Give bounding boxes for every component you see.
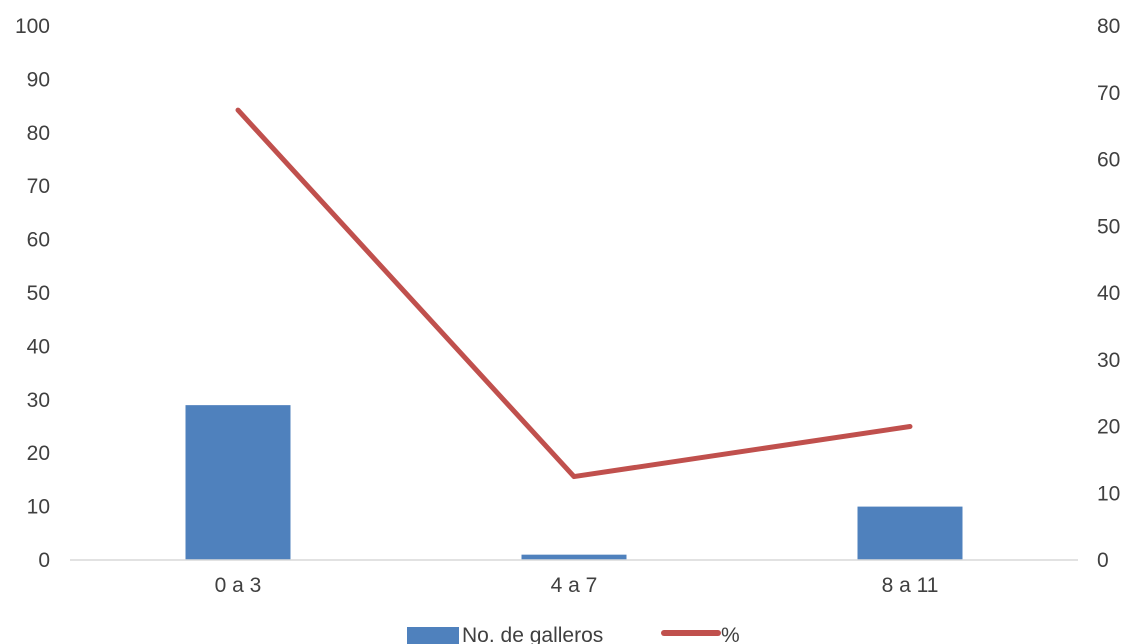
legend-swatch-bar (407, 627, 459, 644)
right-axis-ticks: 0 10 20 30 40 50 60 70 80 (1097, 15, 1120, 572)
bar (857, 506, 963, 560)
left-axis-ticks: 0 10 20 30 40 50 60 70 80 90 100 (15, 15, 50, 572)
left-axis-tick-label: 0 (38, 549, 50, 572)
x-axis-tick-label: 4 a 7 (551, 574, 598, 597)
right-axis-tick-label: 30 (1097, 349, 1120, 372)
legend: No. de galleros % (407, 624, 740, 644)
right-axis-tick-label: 70 (1097, 82, 1120, 105)
bar (521, 554, 627, 560)
left-axis-tick-label: 30 (27, 389, 50, 412)
left-axis-tick-label: 20 (27, 442, 50, 465)
left-axis-tick-label: 60 (27, 229, 50, 252)
left-axis-tick-label: 90 (27, 68, 50, 91)
bar-series (185, 405, 963, 560)
left-axis-tick-label: 40 (27, 335, 50, 358)
left-axis-tick-label: 10 (27, 496, 50, 519)
right-axis-tick-label: 40 (1097, 282, 1120, 305)
right-axis-tick-label: 20 (1097, 416, 1120, 439)
left-axis-tick-label: 50 (27, 282, 50, 305)
x-axis-tick-label: 8 a 11 (882, 574, 939, 597)
legend-label-bar: No. de galleros (462, 624, 603, 644)
x-axis-ticks: 0 a 3 4 a 7 8 a 11 (215, 574, 939, 597)
right-axis-tick-label: 50 (1097, 215, 1120, 238)
right-axis-tick-label: 0 (1097, 549, 1109, 572)
left-axis-tick-label: 80 (27, 122, 50, 145)
line-series (235, 107, 913, 480)
left-axis-tick-label: 100 (15, 15, 50, 38)
right-axis-tick-label: 80 (1097, 15, 1120, 38)
legend-label-line: % (721, 624, 740, 644)
line-path (235, 107, 913, 480)
left-axis-tick-label: 70 (27, 175, 50, 198)
bar (185, 405, 291, 560)
right-axis-tick-label: 10 (1097, 482, 1120, 505)
right-axis-tick-label: 60 (1097, 149, 1120, 172)
x-axis-tick-label: 0 a 3 (215, 574, 262, 597)
